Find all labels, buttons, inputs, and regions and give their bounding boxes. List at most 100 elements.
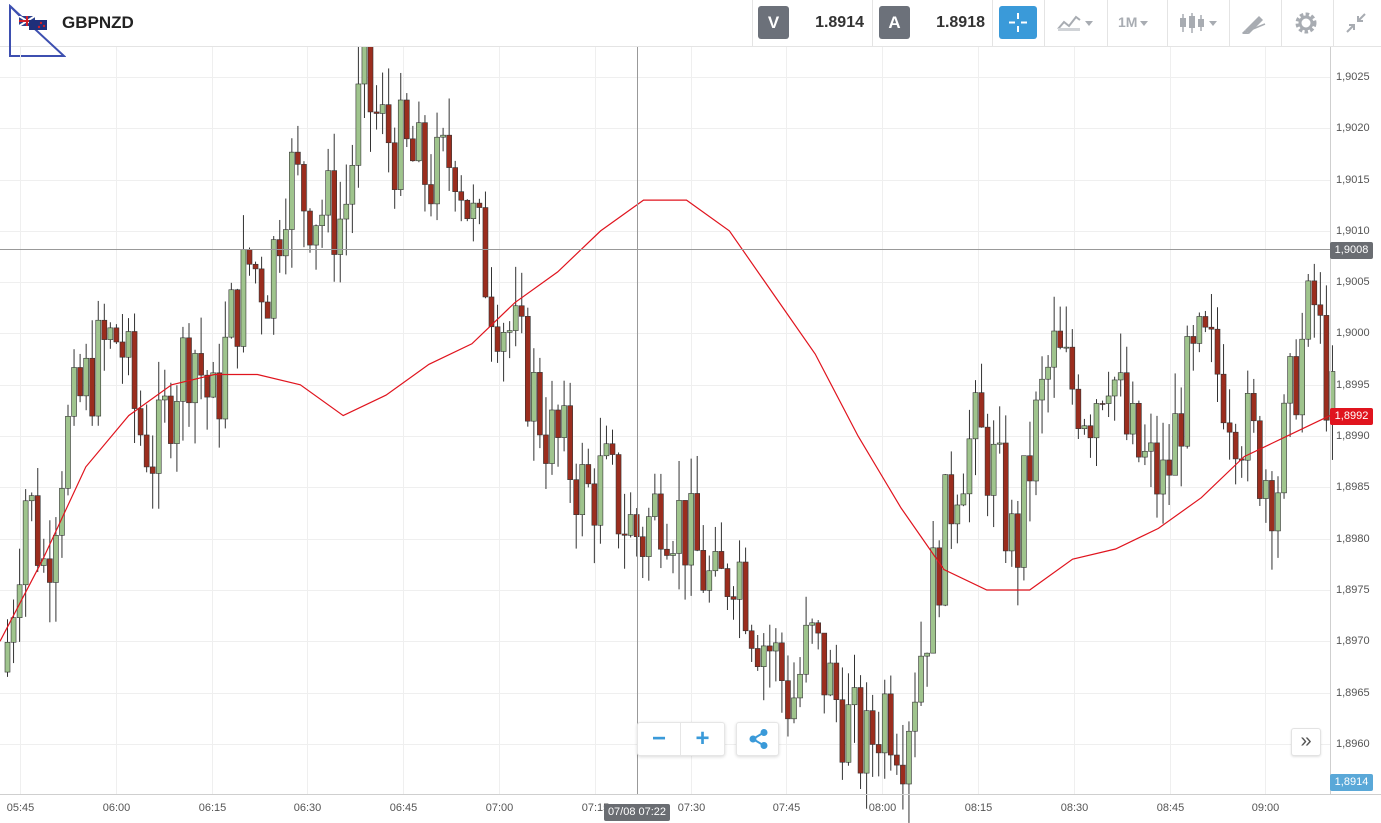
candle (555, 404, 561, 467)
bull-candle-body (210, 372, 216, 398)
candle (718, 522, 725, 570)
candle (349, 144, 356, 234)
bull-candle-body (1160, 459, 1166, 495)
bull-candle-body (706, 570, 713, 591)
bull-candle-body (597, 455, 604, 526)
bear-candle-body (573, 479, 580, 515)
toolbar-divider (752, 0, 753, 47)
bear-candle-body (446, 134, 452, 168)
bear-candle-body (186, 337, 192, 404)
candle (658, 473, 664, 569)
candle (887, 675, 894, 771)
candle (1178, 387, 1184, 487)
bear-candle-body (137, 408, 144, 436)
bull-candle-body (712, 551, 719, 572)
bull-candle-body (930, 547, 936, 654)
bear-candle-body (633, 514, 640, 538)
candle (845, 673, 852, 766)
candle (325, 148, 331, 233)
bull-candle-body (990, 443, 997, 496)
candle (65, 404, 71, 496)
bear-candle-body (1317, 304, 1324, 316)
bear-candle-body (1257, 420, 1263, 499)
crosshair-button[interactable] (999, 6, 1037, 39)
bear-candle-body (615, 454, 622, 535)
bear-candle-body (143, 434, 150, 468)
bear-candle-body (658, 493, 664, 550)
candle (204, 370, 210, 430)
candle (228, 282, 235, 339)
bull-candle-body (906, 730, 912, 785)
bull-candle-body (22, 500, 29, 586)
candle (549, 380, 555, 475)
bear-candle-body (1232, 431, 1239, 460)
bear-candle-body (664, 548, 670, 556)
bull-candle-body (797, 673, 803, 699)
price-tick-label: 1,9025 (1336, 70, 1370, 83)
candle (827, 649, 834, 697)
zoom-in-button[interactable]: + (695, 725, 710, 752)
bear-candle-body (307, 210, 313, 246)
candle (1269, 471, 1275, 570)
price-tick-label: 1,8980 (1336, 532, 1370, 545)
candle (742, 547, 749, 635)
settings-button[interactable] (1293, 6, 1319, 39)
chart-type-button[interactable] (1056, 6, 1093, 39)
sell-price[interactable]: 1.8914 (815, 14, 864, 31)
bull-candle-body (506, 330, 513, 333)
candle (113, 324, 120, 344)
candle (918, 621, 924, 706)
sell-label[interactable]: V (758, 6, 789, 39)
bear-candle-body (391, 142, 398, 190)
candle (385, 68, 392, 173)
candle (1208, 294, 1215, 363)
buy-price[interactable]: 1.8918 (936, 14, 985, 31)
candle (1190, 324, 1197, 371)
indicators-button[interactable] (1178, 6, 1217, 39)
candle (900, 724, 906, 810)
bear-candle-body (585, 464, 592, 485)
timeframe-button[interactable]: 1M (1118, 6, 1149, 39)
bear-candle-body (609, 443, 616, 455)
candle (1087, 414, 1094, 458)
bear-candle-body (543, 434, 549, 464)
toolbar-divider (1281, 0, 1282, 47)
candle (488, 267, 495, 362)
price-tick-label: 1,9005 (1336, 275, 1370, 288)
price-tick-label: 1,8970 (1336, 634, 1370, 647)
candle (996, 406, 1003, 454)
candle (1063, 306, 1070, 353)
price-chart[interactable] (0, 47, 1381, 823)
bull-candle-body (361, 47, 368, 85)
candle (797, 657, 803, 708)
candle (1263, 469, 1269, 523)
zoom-out-button[interactable]: − (638, 723, 681, 755)
symbol-title[interactable]: GBPNZD (62, 13, 134, 32)
bull-candle-body (942, 474, 949, 606)
candle (10, 599, 17, 664)
gbp-nzd-flag-icon (19, 16, 47, 30)
candle (615, 452, 622, 549)
candle (155, 361, 162, 509)
drawing-tools-button[interactable] (1241, 6, 1267, 39)
bull-candle-body (282, 229, 289, 257)
bull-candle-body (440, 134, 446, 138)
time-tick-label: 06:15 (198, 802, 227, 814)
candle (494, 304, 501, 363)
share-button[interactable] (736, 722, 779, 756)
candle (766, 624, 773, 688)
bear-candle-body (1202, 316, 1209, 328)
scroll-to-latest-button[interactable]: » (1291, 728, 1321, 756)
candle (28, 492, 35, 522)
time-tick-label: 08:00 (868, 802, 897, 814)
bear-candle-body (779, 642, 785, 681)
bull-candle-body (16, 584, 23, 618)
bull-candle-body (343, 203, 350, 220)
bear-candle-body (1057, 330, 1063, 348)
bear-candle-body (785, 680, 791, 720)
bull-candle-body (470, 202, 477, 219)
fullscreen-button[interactable] (1344, 6, 1368, 39)
candle (688, 458, 694, 596)
buy-label[interactable]: A (879, 6, 910, 39)
bull-candle-body (174, 401, 180, 444)
